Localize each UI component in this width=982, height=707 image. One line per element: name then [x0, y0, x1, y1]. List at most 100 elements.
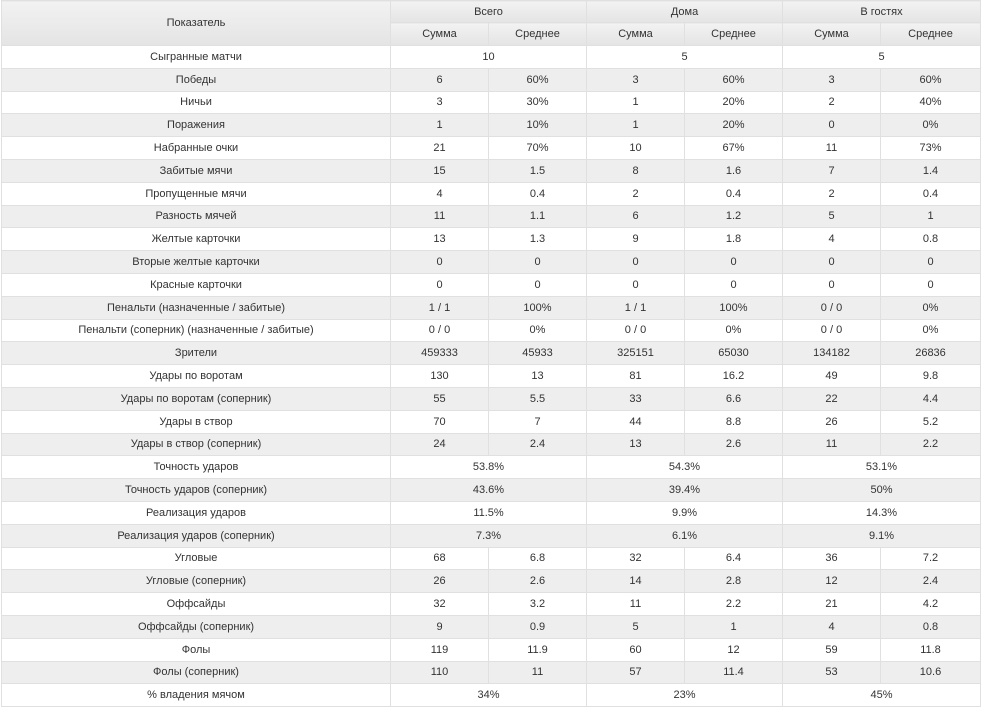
row-label: Удары по воротам [1, 364, 391, 388]
merged-cell: 23% [586, 683, 783, 707]
avg-cell: 60% [880, 67, 981, 92]
sum-cell: 70 [390, 409, 489, 434]
table-row: Точность ударов 53.8% 54.3% 53.1% [1, 455, 981, 480]
row-label: Фолы [1, 637, 391, 662]
avg-cell: 70% [488, 136, 587, 160]
sum-cell: 110 [390, 660, 489, 685]
avg-cell: 5.2 [880, 409, 981, 434]
table-row: Фолы 119 11.9 60 12 59 11.8 [1, 637, 981, 662]
sum-cell: 2 [782, 90, 881, 115]
avg-cell: 0.8 [880, 614, 981, 639]
sum-cell: 15 [390, 158, 489, 183]
table-row: Ничьи 3 30% 1 20% 2 40% [1, 90, 981, 115]
avg-cell: 2.6 [684, 432, 783, 457]
table-row: Реализация ударов 11.5% 9.9% 14.3% [1, 500, 981, 525]
avg-cell: 0% [880, 318, 981, 343]
sum-cell: 10 [586, 136, 685, 160]
avg-cell: 1.4 [880, 158, 981, 183]
header-indicator: Показатель [1, 0, 391, 46]
sum-cell: 1 [586, 90, 685, 115]
sum-cell: 13 [390, 227, 489, 252]
sum-cell: 3 [586, 67, 685, 92]
table-row: Желтые карточки 13 1.3 9 1.8 4 0.8 [1, 227, 981, 252]
table-row: Победы 6 60% 3 60% 3 60% [1, 67, 981, 92]
header-group-home: Дома [586, 0, 783, 23]
sum-cell: 81 [586, 364, 685, 388]
avg-cell: 6.6 [684, 386, 783, 411]
sum-cell: 0 / 0 [782, 318, 881, 343]
avg-cell: 2.2 [684, 592, 783, 616]
sum-cell: 2 [586, 181, 685, 206]
avg-cell: 9.8 [880, 364, 981, 388]
sum-cell: 22 [782, 386, 881, 411]
avg-cell: 1.2 [684, 204, 783, 229]
sum-cell: 44 [586, 409, 685, 434]
avg-cell: 0% [488, 318, 587, 343]
sum-cell: 53 [782, 660, 881, 685]
sum-cell: 3 [390, 90, 489, 115]
row-label: Ничьи [1, 90, 391, 115]
avg-cell: 20% [684, 113, 783, 138]
table-row: Забитые мячи 15 1.5 8 1.6 7 1.4 [1, 158, 981, 183]
row-label: Оффсайды (соперник) [1, 614, 391, 639]
sum-cell: 6 [586, 204, 685, 229]
avg-cell: 100% [684, 295, 783, 320]
merged-cell: 34% [390, 683, 587, 707]
table-row: Зрители 459333 45933 325151 65030 134182 26836 [1, 341, 981, 366]
avg-cell: 60% [684, 67, 783, 92]
sum-cell: 21 [782, 592, 881, 616]
avg-cell: 6.8 [488, 546, 587, 571]
row-label: Угловые [1, 546, 391, 571]
row-label: Реализация ударов (соперник) [1, 523, 391, 548]
avg-cell: 0% [880, 295, 981, 320]
sum-cell: 12 [782, 569, 881, 594]
sum-cell: 119 [390, 637, 489, 662]
avg-cell: 2.4 [488, 432, 587, 457]
header-avg: Среднее [684, 22, 783, 46]
sum-cell: 4 [782, 614, 881, 639]
avg-cell: 12 [684, 637, 783, 662]
header-avg: Среднее [880, 22, 981, 46]
avg-cell: 67% [684, 136, 783, 160]
sum-cell: 9 [586, 227, 685, 252]
avg-cell: 1.1 [488, 204, 587, 229]
table-row: Сыгранные матчи 10 5 5 [1, 45, 981, 69]
table-row: Фолы (соперник) 110 11 57 11.4 53 10.6 [1, 660, 981, 685]
merged-cell: 6.1% [586, 523, 783, 548]
row-label: Победы [1, 67, 391, 92]
table-row: Красные карточки 0 0 0 0 0 0 [1, 272, 981, 297]
merged-cell: 39.4% [586, 478, 783, 502]
row-label: Удары в створ (соперник) [1, 432, 391, 457]
sum-cell: 5 [586, 614, 685, 639]
avg-cell: 0% [684, 318, 783, 343]
row-label: Пенальти (соперник) (назначенные / забит… [1, 318, 391, 343]
sum-cell: 0 [586, 250, 685, 274]
sum-cell: 4 [390, 181, 489, 206]
row-label: Забитые мячи [1, 158, 391, 183]
sum-cell: 8 [586, 158, 685, 183]
sum-cell: 55 [390, 386, 489, 411]
sum-cell: 0 [782, 272, 881, 297]
table-row: Вторые желтые карточки 0 0 0 0 0 0 [1, 250, 981, 274]
sum-cell: 1 [586, 113, 685, 138]
sum-cell: 6 [390, 67, 489, 92]
header-avg: Среднее [488, 22, 587, 46]
sum-cell: 36 [782, 546, 881, 571]
avg-cell: 13 [488, 364, 587, 388]
sum-cell: 11 [586, 592, 685, 616]
merged-cell: 7.3% [390, 523, 587, 548]
row-label: Поражения [1, 113, 391, 138]
avg-cell: 1.8 [684, 227, 783, 252]
sum-cell: 32 [586, 546, 685, 571]
sum-cell: 0 / 0 [782, 295, 881, 320]
sum-cell: 59 [782, 637, 881, 662]
sum-cell: 21 [390, 136, 489, 160]
row-label: Фолы (соперник) [1, 660, 391, 685]
sum-cell: 32 [390, 592, 489, 616]
merged-cell: 5 [586, 45, 783, 69]
row-label: Сыгранные матчи [1, 45, 391, 69]
merged-cell: 5 [782, 45, 981, 69]
sum-cell: 60 [586, 637, 685, 662]
sum-cell: 57 [586, 660, 685, 685]
row-label: Набранные очки [1, 136, 391, 160]
